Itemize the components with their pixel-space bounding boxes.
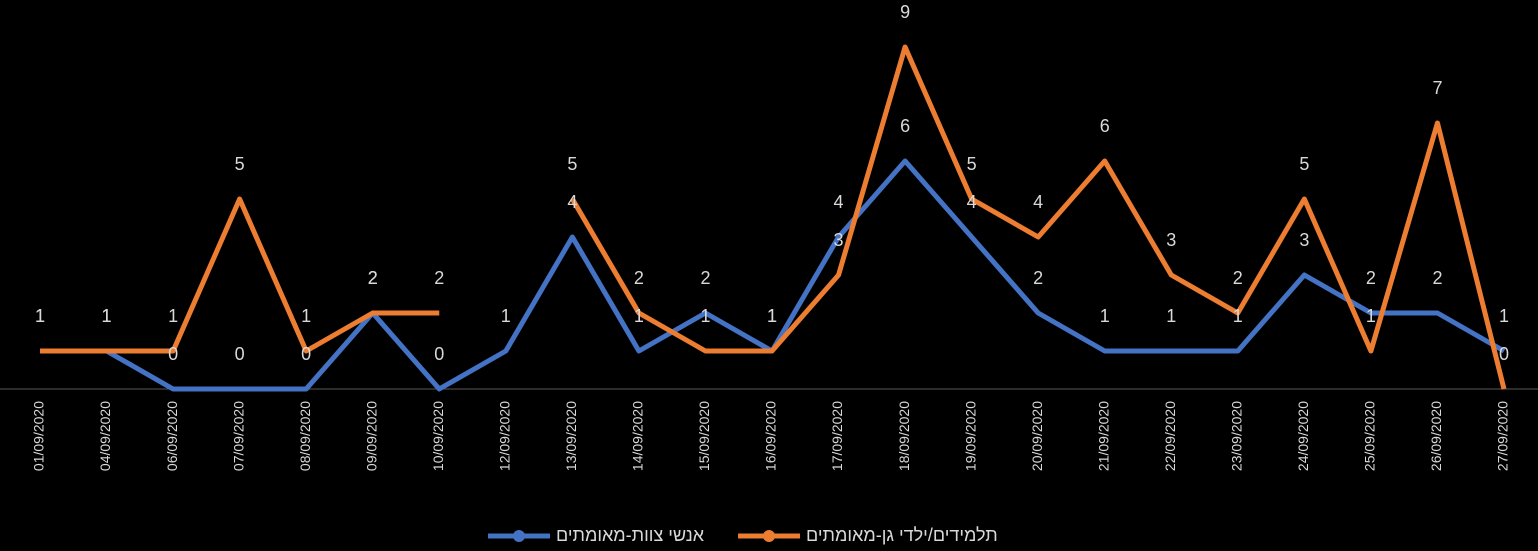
data-label: 1 xyxy=(1366,306,1376,326)
data-label: 5 xyxy=(567,154,577,174)
data-label: 1 xyxy=(767,306,777,326)
x-tick-label: 04/09/2020 xyxy=(97,401,113,471)
data-label: 6 xyxy=(1100,116,1110,136)
data-label: 1 xyxy=(1499,306,1509,326)
data-label: 4 xyxy=(967,192,977,212)
data-label: 7 xyxy=(1432,78,1442,98)
legend-item: תלמידים/ילדי גן-מאומתים xyxy=(738,525,998,545)
data-label: 5 xyxy=(235,154,245,174)
data-label: 1 xyxy=(501,306,511,326)
x-tick-label: 24/09/2020 xyxy=(1295,401,1311,471)
x-tick-label: 12/09/2020 xyxy=(497,401,513,471)
data-label: 0 xyxy=(301,344,311,364)
x-tick-label: 25/09/2020 xyxy=(1362,401,1378,471)
x-tick-label: 16/09/2020 xyxy=(763,401,779,471)
data-label: 1 xyxy=(35,306,45,326)
x-tick-label: 01/09/2020 xyxy=(31,401,47,471)
data-label: 2 xyxy=(434,268,444,288)
series-line xyxy=(40,158,1506,392)
x-tick-label: 20/09/2020 xyxy=(1029,401,1045,471)
data-label: 9 xyxy=(900,2,910,22)
data-label: 5 xyxy=(967,154,977,174)
data-label: 4 xyxy=(567,192,577,212)
x-tick-label: 07/09/2020 xyxy=(230,401,246,471)
data-label: 3 xyxy=(834,230,844,250)
data-label: 0 xyxy=(1499,344,1509,364)
x-tick-label: 08/09/2020 xyxy=(297,401,313,471)
x-tick-label: 15/09/2020 xyxy=(696,401,712,471)
data-label: 1 xyxy=(168,306,178,326)
data-label: 2 xyxy=(700,268,710,288)
x-tick-label: 26/09/2020 xyxy=(1428,401,1444,471)
data-label: 2 xyxy=(1366,268,1376,288)
legend-item: אנשי צוות-מאומתים xyxy=(488,525,705,545)
data-label: 0 xyxy=(168,344,178,364)
x-tick-label: 13/09/2020 xyxy=(563,401,579,471)
x-tick-label: 10/09/2020 xyxy=(430,401,446,471)
x-tick-label: 19/09/2020 xyxy=(962,401,978,471)
data-label: 2 xyxy=(368,268,378,288)
data-label: 1 xyxy=(301,306,311,326)
legend-label: אנשי צוות-מאומתים xyxy=(556,525,705,545)
data-label: 5 xyxy=(1299,154,1309,174)
legend-marker xyxy=(513,530,525,542)
data-label: 1 xyxy=(700,306,710,326)
x-tick-label: 22/09/2020 xyxy=(1162,401,1178,471)
series-line xyxy=(40,44,1507,390)
data-label: 2 xyxy=(634,268,644,288)
data-label: 1 xyxy=(102,306,112,326)
x-tick-label: 14/09/2020 xyxy=(630,401,646,471)
data-label: 2 xyxy=(1432,268,1442,288)
x-tick-label: 06/09/2020 xyxy=(164,401,180,471)
data-label: 6 xyxy=(900,116,910,136)
x-tick-label: 18/09/2020 xyxy=(896,401,912,471)
data-label: 1 xyxy=(767,306,777,326)
data-label: 4 xyxy=(834,192,844,212)
x-tick-label: 21/09/2020 xyxy=(1095,401,1111,471)
data-label: 3 xyxy=(1166,230,1176,250)
data-label: 1 xyxy=(1166,306,1176,326)
data-label: 1 xyxy=(1100,306,1110,326)
data-label: 1 xyxy=(1233,306,1243,326)
data-label: 1 xyxy=(634,306,644,326)
x-tick-label: 17/09/2020 xyxy=(829,401,845,471)
data-label: 3 xyxy=(1299,230,1309,250)
data-label: 1 xyxy=(102,306,112,326)
data-label: 0 xyxy=(434,344,444,364)
data-label: 4 xyxy=(1033,192,1043,212)
x-tick-label: 09/09/2020 xyxy=(363,401,379,471)
legend-label: תלמידים/ילדי גן-מאומתים xyxy=(806,525,998,545)
data-label: 1 xyxy=(35,306,45,326)
data-label: 0 xyxy=(235,344,245,364)
x-tick-label: 27/09/2020 xyxy=(1495,401,1511,471)
data-label: 2 xyxy=(1033,268,1043,288)
legend-marker xyxy=(763,530,776,542)
x-tick-label: 23/09/2020 xyxy=(1229,401,1245,471)
data-label: 2 xyxy=(368,268,378,288)
data-label: 2 xyxy=(1233,268,1243,288)
